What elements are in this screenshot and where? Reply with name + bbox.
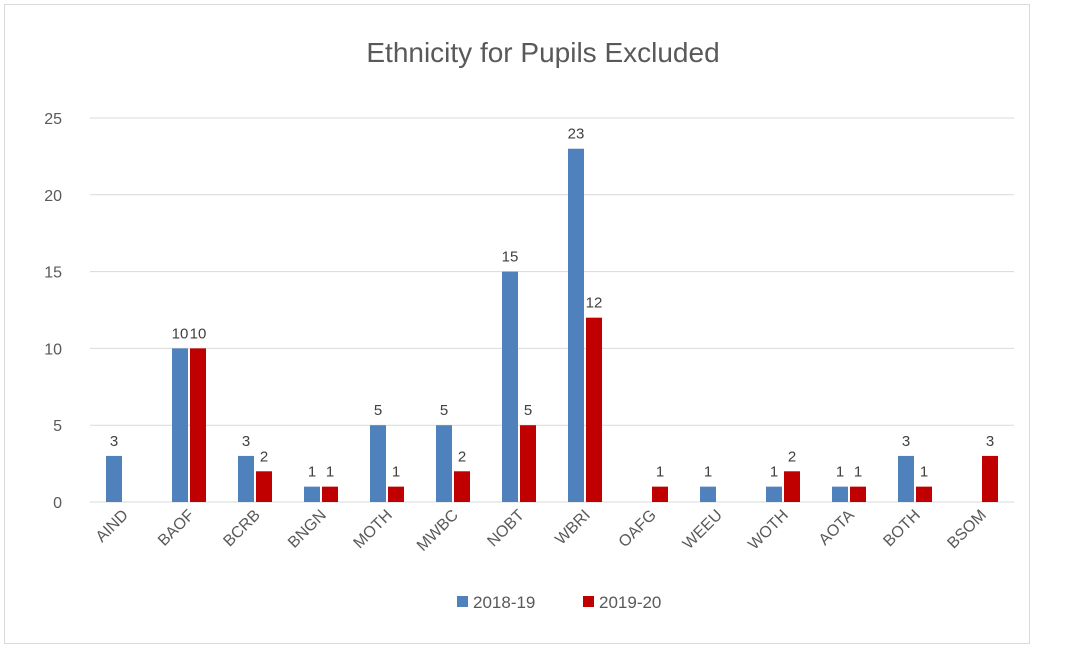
bar-2019-20-MWBC xyxy=(454,471,470,502)
y-tick-label: 20 xyxy=(44,188,62,205)
bar-2019-20-OAFG xyxy=(652,486,668,502)
data-label: 1 xyxy=(308,464,316,481)
legend-label: 2019-20 xyxy=(599,593,661,612)
data-label: 23 xyxy=(568,126,585,143)
x-tick-label: AIND xyxy=(93,507,132,546)
y-tick-label: 5 xyxy=(53,418,62,435)
data-label: 1 xyxy=(704,464,712,481)
bar-2018-19-BOTH xyxy=(898,455,914,502)
bar-2018-19-WOTH xyxy=(766,486,782,502)
data-label: 5 xyxy=(374,402,382,419)
bar-2019-20-AOTA xyxy=(850,486,866,502)
data-label: 1 xyxy=(836,464,844,481)
data-label: 2 xyxy=(458,448,466,465)
bar-2018-19-WEEU xyxy=(700,486,716,502)
data-label: 2 xyxy=(260,448,268,465)
data-label: 2 xyxy=(788,448,796,465)
chart-title: Ethnicity for Pupils Excluded xyxy=(366,37,719,68)
data-label: 5 xyxy=(524,402,532,419)
bar-2018-19-BCRB xyxy=(238,455,254,502)
data-label: 1 xyxy=(326,464,334,481)
x-tick-label: BOTH xyxy=(880,507,923,550)
bar-2019-20-MOTH xyxy=(388,486,404,502)
bar-2019-20-WOTH xyxy=(784,471,800,502)
y-tick-label: 25 xyxy=(44,111,62,128)
bar-2018-19-NOBT xyxy=(502,271,518,502)
data-label: 1 xyxy=(770,464,778,481)
bar-2019-20-BAOF xyxy=(190,348,206,502)
x-tick-label: BSOM xyxy=(944,507,989,552)
bar-2019-20-WBRI xyxy=(586,317,602,502)
bar-2019-20-NOBT xyxy=(520,425,536,502)
data-label: 3 xyxy=(902,433,910,450)
legend: 2018-19 2019-20 xyxy=(457,593,661,612)
bar-2018-19-MOTH xyxy=(370,425,386,502)
data-label: 1 xyxy=(656,464,664,481)
bars xyxy=(106,148,998,502)
data-label: 3 xyxy=(986,433,994,450)
y-tick-label: 15 xyxy=(44,265,62,282)
y-axis-ticks: 0 5 10 15 20 25 xyxy=(44,111,62,512)
bar-2018-19-MWBC xyxy=(436,425,452,502)
data-label: 1 xyxy=(920,464,928,481)
gridlines xyxy=(90,117,1014,503)
data-label: 10 xyxy=(172,325,189,342)
data-label: 10 xyxy=(190,325,207,342)
legend-label: 2018-19 xyxy=(473,593,535,612)
x-tick-label: WOTH xyxy=(745,507,792,554)
x-tick-label: WBRI xyxy=(552,507,594,549)
x-tick-label: BNGN xyxy=(285,507,330,552)
legend-swatch xyxy=(457,596,468,607)
x-tick-label: MWBC xyxy=(414,507,462,555)
x-tick-label: BCRB xyxy=(220,507,263,550)
bar-2019-20-BSOM xyxy=(982,455,998,502)
bar-2018-19-AIND xyxy=(106,455,122,502)
data-label: 1 xyxy=(854,464,862,481)
x-tick-label: OAFG xyxy=(616,507,660,551)
bar-2019-20-BNGN xyxy=(322,486,338,502)
x-tick-label: AOTA xyxy=(816,507,858,549)
bar-2019-20-BOTH xyxy=(916,486,932,502)
y-tick-label: 0 xyxy=(53,495,62,512)
data-label: 1 xyxy=(392,464,400,481)
data-label: 12 xyxy=(586,295,603,312)
bar-2018-19-WBRI xyxy=(568,148,584,502)
legend-swatch xyxy=(583,596,594,607)
data-label: 3 xyxy=(242,433,250,450)
bar-2018-19-AOTA xyxy=(832,486,848,502)
x-tick-label: MOTH xyxy=(350,507,395,552)
x-tick-label: WEEU xyxy=(680,507,726,553)
y-tick-label: 10 xyxy=(44,341,62,358)
bar-2019-20-BCRB xyxy=(256,471,272,502)
data-label: 15 xyxy=(502,249,519,266)
data-label: 3 xyxy=(110,433,118,450)
x-tick-label: NOBT xyxy=(484,507,528,551)
data-label: 5 xyxy=(440,402,448,419)
bar-2018-19-BNGN xyxy=(304,486,320,502)
bar-2018-19-BAOF xyxy=(172,348,188,502)
x-axis-ticks: AIND BAOF BCRB BNGN MOTH MWBC NOBT WBRI OAFG WEEU… xyxy=(93,507,990,555)
x-tick-label: BAOF xyxy=(155,507,198,550)
